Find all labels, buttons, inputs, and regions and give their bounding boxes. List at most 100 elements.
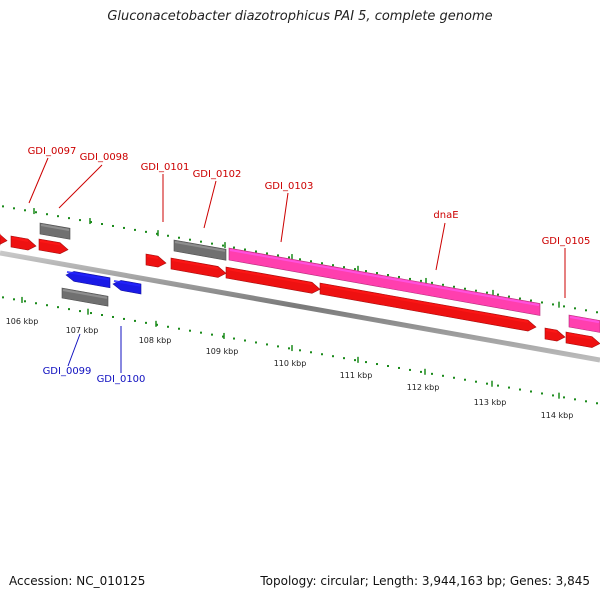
inner-dot [68, 308, 70, 311]
kbp-scale-label: 108 kbp [139, 336, 172, 345]
outer-dot [464, 287, 466, 290]
outer-dot [244, 248, 246, 251]
label-leader-line [67, 333, 81, 367]
gene-feature-forward [0, 233, 8, 246]
inner-dot [530, 390, 532, 393]
outer-dot [2, 205, 4, 208]
gene-label-reverse: GDI_0100 [97, 374, 146, 385]
rna-feature [39, 222, 71, 240]
inner-dot [464, 378, 466, 381]
genome-summary-text: Topology: circular; Length: 3,944,163 bp… [260, 574, 590, 588]
inner-dot [387, 365, 389, 368]
inner-dot [123, 317, 125, 320]
outer-dot [266, 252, 268, 255]
inner-dot [211, 333, 213, 336]
inner-dot [431, 372, 433, 375]
inner-dot [57, 306, 59, 309]
outer-dot [398, 275, 400, 278]
outer-dot [541, 301, 543, 304]
inner-dot [156, 323, 158, 326]
gene-label-forward: GDI_0097 [28, 146, 77, 157]
inner-dot [574, 398, 576, 401]
inner-dot [541, 392, 543, 395]
outer-dot [57, 215, 59, 218]
outer-dot [68, 217, 70, 220]
inner-dot [288, 347, 290, 350]
inner-dot [596, 402, 598, 405]
outer-dot [585, 309, 587, 312]
inner-dot [244, 339, 246, 342]
outer-dot [519, 297, 521, 300]
outer-dot [134, 228, 136, 231]
outer-dot [299, 258, 301, 261]
outer-dot [596, 311, 598, 314]
label-leader-line [435, 222, 446, 271]
inner-dot [24, 300, 26, 303]
outer-dot [79, 219, 81, 222]
outer-dot [354, 268, 356, 271]
inner-dot [519, 388, 521, 391]
rna-feature [173, 239, 227, 261]
outer-dot [321, 262, 323, 265]
gene-feature-reverse [112, 280, 142, 295]
inner-dot [145, 321, 147, 324]
inner-dot [167, 325, 169, 328]
inner-dot [453, 376, 455, 379]
kbp-scale: 106 kbp 107 kbp 108 kbp 109 kbp 110 kbp 111 k… [6, 317, 574, 420]
gene-feature-forward [544, 327, 566, 342]
outer-dot [24, 209, 26, 212]
gene-feature-forward [565, 331, 600, 348]
inner-dot [2, 296, 4, 299]
outer-dot [145, 230, 147, 233]
inner-dot [178, 327, 180, 330]
outer-dot [387, 274, 389, 277]
inner-dot [134, 319, 136, 322]
label-leader-line [280, 192, 289, 243]
outer-dot [211, 242, 213, 245]
inner-dot [101, 314, 103, 317]
outer-dot [574, 307, 576, 310]
inner-dot [354, 359, 356, 362]
outer-dot [288, 256, 290, 259]
outer-dot [112, 224, 114, 227]
outer-dot [310, 260, 312, 263]
inner-dot [79, 310, 81, 313]
gene-label-reverse: GDI_0099 [43, 366, 92, 377]
gene-feature-forward [170, 257, 227, 278]
label-leader-line [58, 164, 103, 209]
gene-label-forward: GDI_0101 [141, 162, 190, 173]
gene-label-forward: GDI_0102 [193, 169, 242, 180]
label-leaders [28, 157, 566, 373]
outer-dot [376, 272, 378, 275]
outer-dot [90, 221, 92, 224]
inner-dot [299, 349, 301, 352]
outer-dot [167, 234, 169, 237]
kbp-scale-label: 111 kbp [340, 371, 373, 380]
inner-dot [563, 396, 565, 399]
inner-dot [266, 343, 268, 346]
inner-dot [409, 368, 411, 371]
inner-dot [442, 374, 444, 377]
outer-dot [46, 213, 48, 216]
outer-dot [486, 291, 488, 294]
inner-dot [475, 380, 477, 383]
inner-dot [233, 337, 235, 340]
gene-feature-forward [319, 282, 537, 332]
kbp-scale-label: 107 kbp [66, 326, 99, 335]
outer-dot [343, 266, 345, 269]
outer-dot [277, 254, 279, 257]
kbp-scale-label: 113 kbp [474, 398, 507, 407]
outer-tick-ring [2, 205, 598, 314]
inner-dot [508, 386, 510, 389]
outer-dot [255, 250, 257, 253]
inner-dot [46, 304, 48, 307]
map-title: Gluconacetobacter diazotrophicus PAI 5, … [107, 9, 493, 24]
inner-dot [552, 394, 554, 397]
gene-feature-forward [145, 253, 167, 268]
inner-dot [255, 341, 257, 344]
gene-label-forward: GDI_0103 [265, 181, 314, 192]
outer-dot [35, 211, 37, 214]
inner-dot [189, 329, 191, 332]
outer-dot [189, 238, 191, 241]
